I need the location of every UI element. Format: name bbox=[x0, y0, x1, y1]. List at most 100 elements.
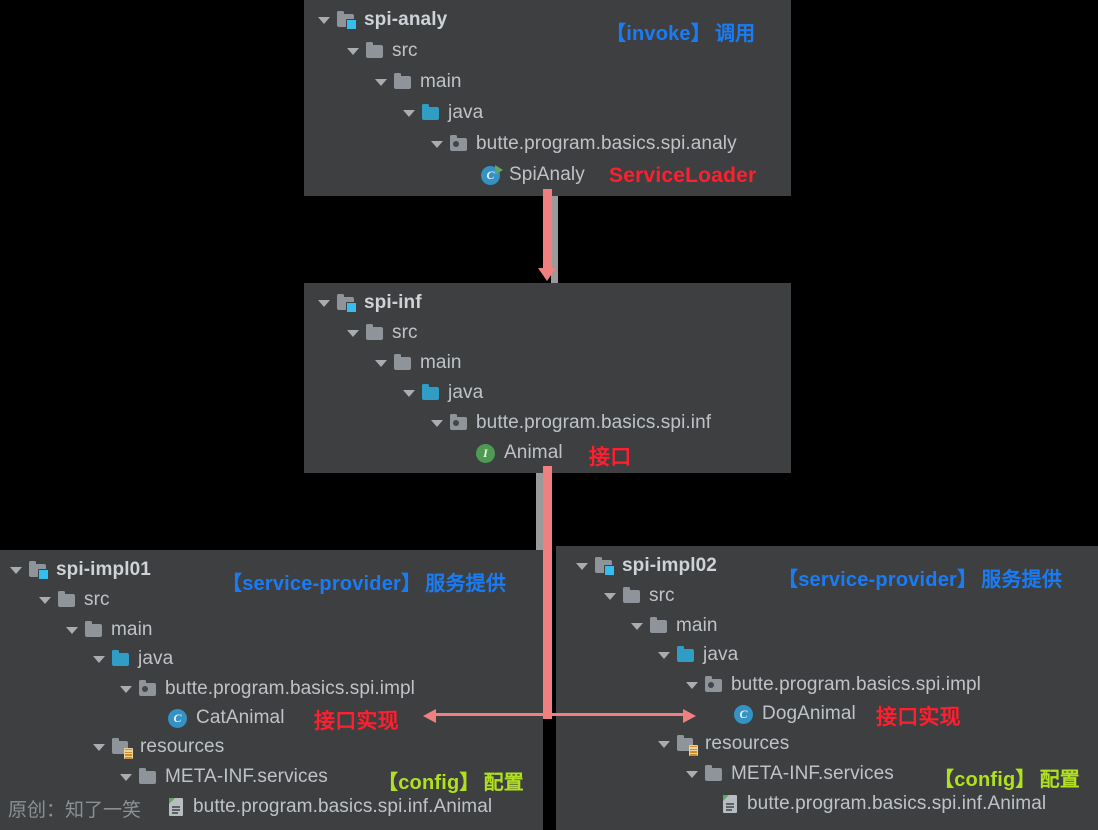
tree-item-label: java bbox=[448, 382, 484, 403]
panel-spi-analy: spi-analy src main java butte.program.ba… bbox=[304, 0, 791, 196]
tree-row[interactable]: spi-impl01 bbox=[8, 557, 151, 583]
tree-item-label: Animal bbox=[504, 442, 563, 463]
tree-row[interactable]: butte.program.basics.spi.impl bbox=[684, 672, 981, 698]
chevron-down-icon[interactable] bbox=[429, 131, 445, 157]
tree-item-label: spi-analy bbox=[364, 9, 448, 30]
folder-icon bbox=[366, 42, 385, 60]
tree-item-label: butte.program.basics.spi.impl bbox=[731, 674, 982, 695]
module-folder-icon bbox=[595, 557, 615, 576]
chevron-down-icon[interactable] bbox=[429, 410, 445, 436]
tree-row[interactable]: META-INF.services bbox=[684, 761, 894, 787]
tree-row[interactable]: src bbox=[602, 583, 675, 609]
package-folder-icon bbox=[450, 414, 469, 432]
tree-row[interactable]: resources bbox=[656, 731, 789, 757]
module-folder-icon bbox=[337, 11, 357, 30]
tree-item-label: spi-inf bbox=[364, 292, 422, 313]
chevron-down-icon[interactable] bbox=[373, 350, 389, 376]
folder-icon bbox=[366, 324, 385, 342]
chevron-down-icon[interactable] bbox=[316, 290, 332, 316]
resources-folder-icon bbox=[677, 734, 698, 756]
annotation-cn: 配置 bbox=[1039, 769, 1080, 791]
folder-icon bbox=[650, 617, 669, 635]
chevron-down-icon[interactable] bbox=[684, 761, 700, 787]
tree-row[interactable]: java bbox=[91, 646, 173, 672]
resources-folder-icon bbox=[112, 737, 133, 759]
chevron-down-icon[interactable] bbox=[91, 734, 107, 760]
tree-row[interactable]: src bbox=[345, 320, 418, 346]
chevron-down-icon[interactable] bbox=[345, 38, 361, 64]
tree-row[interactable]: I Animal bbox=[476, 440, 563, 466]
tree-item-label: butte.program.basics.spi.impl bbox=[165, 678, 416, 699]
source-folder-icon bbox=[112, 650, 131, 668]
tree-item-label: butte.program.basics.spi.inf bbox=[476, 412, 712, 433]
annotation-cn: 服务提供 bbox=[425, 573, 507, 595]
tree-item-label: META-INF.services bbox=[165, 766, 328, 787]
chevron-down-icon[interactable] bbox=[91, 646, 107, 672]
chevron-down-icon[interactable] bbox=[401, 380, 417, 406]
package-folder-icon bbox=[450, 135, 469, 153]
folder-icon bbox=[58, 591, 77, 609]
tree-row[interactable]: butte.program.basics.spi.impl bbox=[118, 676, 415, 702]
tree-row[interactable]: spi-inf bbox=[316, 290, 422, 316]
annotation-invoke: 【invoke】 调用 bbox=[606, 17, 755, 46]
chevron-down-icon[interactable] bbox=[8, 557, 24, 583]
tree-row[interactable]: main bbox=[373, 69, 462, 95]
tree-row[interactable]: butte.program.basics.spi.inf bbox=[429, 410, 711, 436]
chevron-down-icon[interactable] bbox=[656, 731, 672, 757]
folder-icon bbox=[394, 354, 413, 372]
tree-row[interactable]: java bbox=[656, 642, 738, 668]
chevron-down-icon[interactable] bbox=[64, 617, 80, 643]
folder-icon bbox=[705, 765, 724, 783]
tree-row[interactable]: main bbox=[373, 350, 462, 376]
chevron-down-icon[interactable] bbox=[684, 672, 700, 698]
tree-row[interactable]: java bbox=[401, 380, 483, 406]
chevron-down-icon[interactable] bbox=[656, 642, 672, 668]
package-folder-icon bbox=[705, 676, 724, 694]
tree-row[interactable]: C DogAnimal bbox=[734, 701, 856, 727]
chevron-down-icon[interactable] bbox=[574, 553, 590, 579]
interface-icon: I bbox=[476, 443, 497, 464]
chevron-down-icon[interactable] bbox=[373, 69, 389, 95]
tree-row[interactable]: META-INF.services bbox=[118, 764, 328, 790]
annotation-impl02-config: 【config】 配置 bbox=[934, 763, 1080, 792]
annotation-cn: 服务提供 bbox=[981, 569, 1063, 591]
annotation-serviceloader: ServiceLoader bbox=[609, 164, 757, 187]
tree-item-label: butte.program.basics.spi.inf.Animal bbox=[193, 796, 493, 817]
tree-item-label: DogAnimal bbox=[762, 703, 856, 724]
tree-row[interactable]: C SpiAnaly bbox=[481, 162, 585, 188]
tree-item-label: src bbox=[84, 589, 110, 610]
tree-row[interactable]: butte.program.basics.spi.inf.Animal bbox=[168, 794, 492, 820]
panel-spi-inf: spi-inf src main java butte.program.basi… bbox=[304, 283, 791, 608]
chevron-down-icon[interactable] bbox=[316, 7, 332, 33]
tree-row[interactable]: spi-impl02 bbox=[574, 553, 717, 579]
tree-row[interactable]: butte.program.basics.spi.analy bbox=[429, 131, 737, 157]
tree-row[interactable]: main bbox=[64, 617, 153, 643]
tree-row[interactable]: C CatAnimal bbox=[168, 705, 285, 731]
tree-item-label: src bbox=[649, 585, 675, 606]
class-runnable-icon: C bbox=[481, 164, 503, 186]
tree-row[interactable]: resources bbox=[91, 734, 224, 760]
annotation-tag: 【service-provider】 bbox=[778, 569, 978, 591]
annotation-tag: 【service-provider】 bbox=[222, 573, 422, 595]
tree-row[interactable]: src bbox=[345, 38, 418, 64]
chevron-down-icon[interactable] bbox=[602, 583, 618, 609]
tree-item-label: CatAnimal bbox=[196, 707, 285, 728]
chevron-down-icon[interactable] bbox=[401, 100, 417, 126]
chevron-down-icon[interactable] bbox=[345, 320, 361, 346]
tree-row[interactable]: main bbox=[629, 613, 718, 639]
chevron-down-icon[interactable] bbox=[118, 676, 134, 702]
tree-row[interactable]: java bbox=[401, 100, 483, 126]
tree-row[interactable]: src bbox=[37, 587, 110, 613]
chevron-down-icon[interactable] bbox=[118, 764, 134, 790]
chevron-down-icon[interactable] bbox=[629, 613, 645, 639]
tree-row[interactable]: butte.program.basics.spi.inf.Animal bbox=[722, 791, 1046, 817]
module-folder-icon bbox=[29, 561, 49, 580]
annotation-impl01-implements: 接口实现 bbox=[314, 710, 399, 733]
class-icon: C bbox=[734, 704, 755, 725]
chevron-down-icon[interactable] bbox=[37, 587, 53, 613]
tree-item-label: SpiAnaly bbox=[509, 164, 585, 185]
folder-icon bbox=[623, 587, 642, 605]
class-icon: C bbox=[168, 708, 189, 729]
folder-icon bbox=[85, 621, 104, 639]
tree-row[interactable]: spi-analy bbox=[316, 7, 447, 33]
